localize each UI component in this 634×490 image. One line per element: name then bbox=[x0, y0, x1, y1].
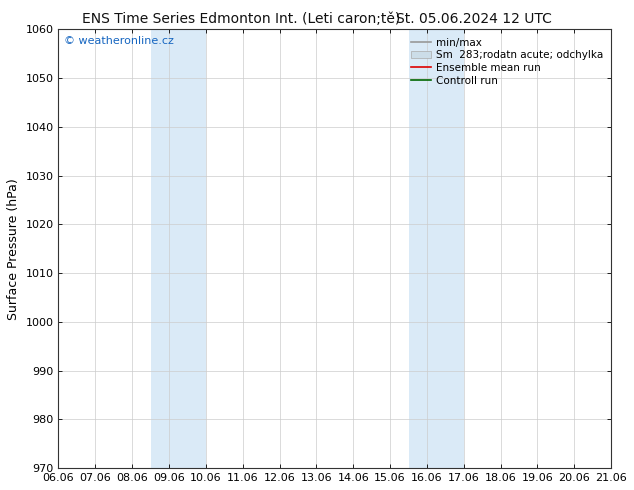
Text: St. 05.06.2024 12 UTC: St. 05.06.2024 12 UTC bbox=[396, 12, 552, 26]
Bar bbox=[408, 29, 464, 468]
Bar bbox=[151, 29, 206, 468]
Text: ENS Time Series Edmonton Int. (Leti caron;tě): ENS Time Series Edmonton Int. (Leti caro… bbox=[82, 12, 401, 26]
Text: © weatheronline.cz: © weatheronline.cz bbox=[64, 36, 174, 46]
Legend: min/max, Sm  283;rodatn acute; odchylka, Ensemble mean run, Controll run: min/max, Sm 283;rodatn acute; odchylka, … bbox=[408, 35, 606, 89]
Y-axis label: Surface Pressure (hPa): Surface Pressure (hPa) bbox=[7, 178, 20, 319]
